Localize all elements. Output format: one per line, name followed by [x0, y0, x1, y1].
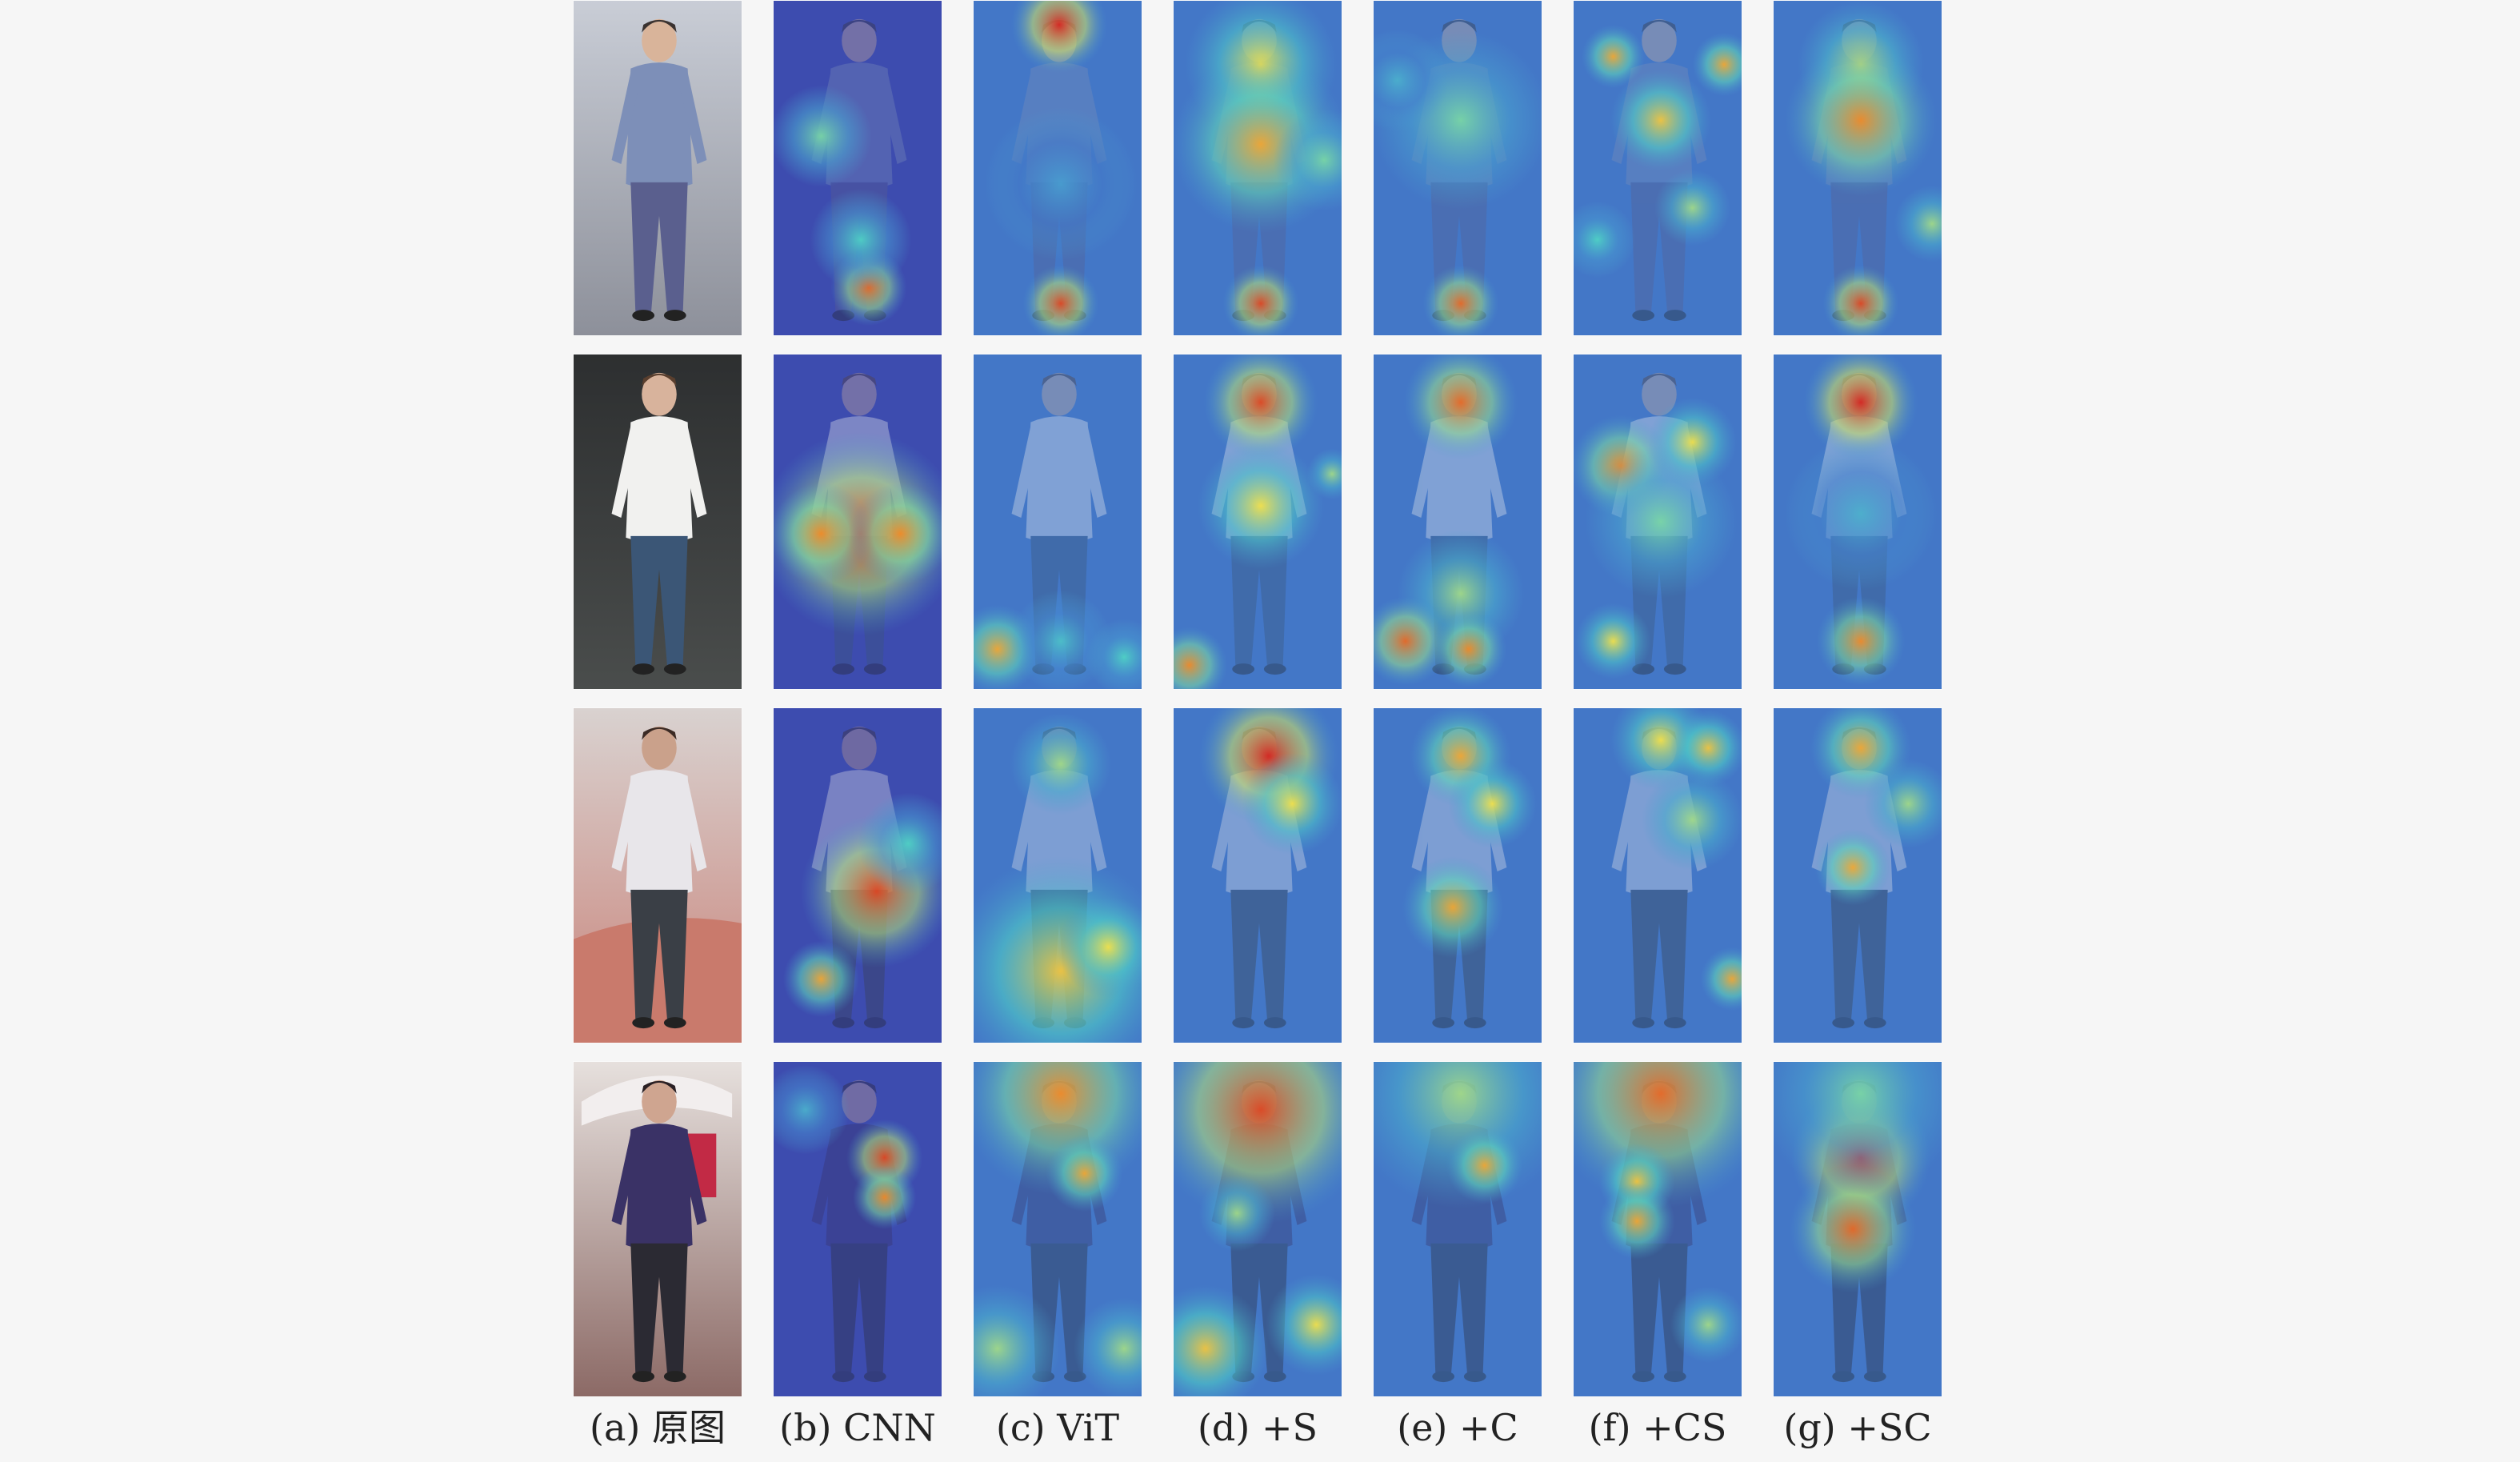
caption-original: (a) 原图 [590, 1406, 726, 1449]
caption-vit: (c) ViT [995, 1406, 1120, 1449]
tile-row4-original [573, 1061, 742, 1397]
caption-cnn: (b) CNN [779, 1406, 936, 1449]
tile-row1-plus-cs [1573, 0, 1742, 336]
tile-row3-plus-c [1373, 707, 1542, 1043]
caption-plus-c: (e) +C [1397, 1406, 1518, 1449]
tile-row2-cnn [773, 354, 942, 690]
tile-row3-vit [973, 707, 1142, 1043]
column-captions: (a) 原图 (b) CNN (c) ViT (d) +S (e) +C (f)… [573, 1404, 1946, 1452]
tile-row3-plus-sc [1773, 707, 1942, 1043]
caption-plus-s: (d) +S [1197, 1406, 1318, 1449]
tile-row1-plus-sc [1773, 0, 1942, 336]
tile-row3-original [573, 707, 742, 1043]
tile-row4-plus-cs [1573, 1061, 1742, 1397]
tile-row2-plus-cs [1573, 354, 1742, 690]
tile-row3-plus-s [1173, 707, 1342, 1043]
tile-row1-plus-s [1173, 0, 1342, 336]
tile-row2-plus-sc [1773, 354, 1942, 690]
tile-row4-cnn [773, 1061, 942, 1397]
tile-row3-plus-cs [1573, 707, 1742, 1043]
tile-row1-plus-c [1373, 0, 1542, 336]
tile-row2-plus-s [1173, 354, 1342, 690]
image-grid [573, 0, 1946, 1400]
caption-plus-sc: (g) +SC [1783, 1406, 1932, 1449]
tile-row1-original [573, 0, 742, 336]
tile-row1-vit [973, 0, 1142, 336]
tile-row4-plus-c [1373, 1061, 1542, 1397]
caption-plus-cs: (f) +CS [1588, 1406, 1727, 1449]
tile-row2-plus-c [1373, 354, 1542, 690]
tile-row4-plus-s [1173, 1061, 1342, 1397]
tile-row1-cnn [773, 0, 942, 336]
tile-row3-cnn [773, 707, 942, 1043]
tile-row2-original [573, 354, 742, 690]
tile-row2-vit [973, 354, 1142, 690]
tile-row4-plus-sc [1773, 1061, 1942, 1397]
tile-row4-vit [973, 1061, 1142, 1397]
